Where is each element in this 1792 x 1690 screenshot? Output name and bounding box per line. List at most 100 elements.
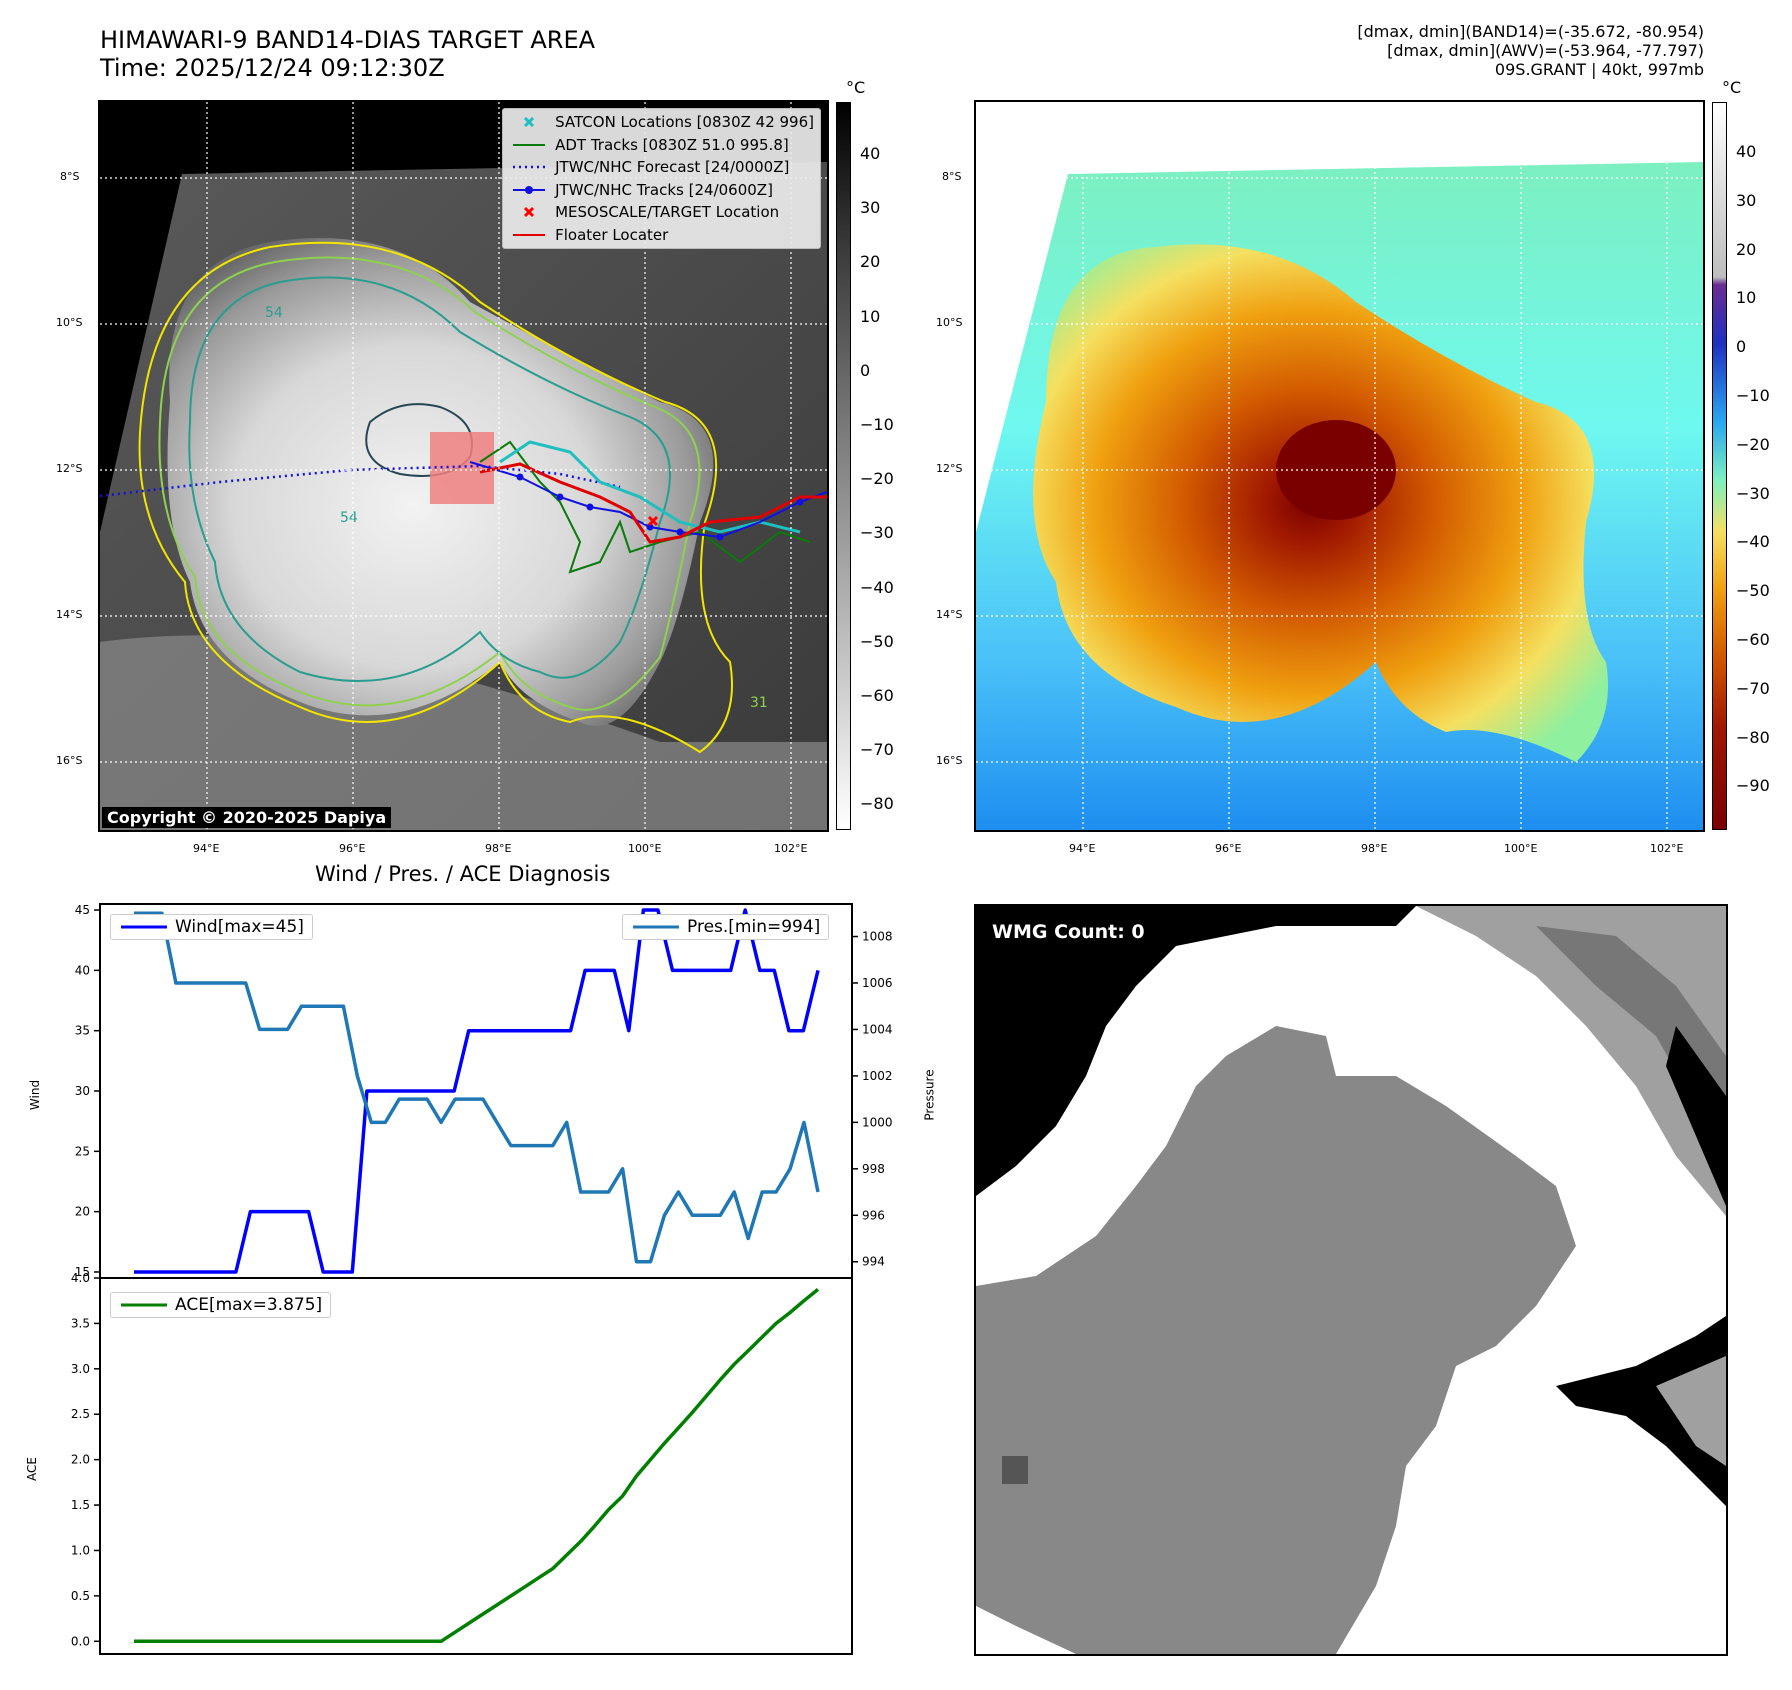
wind-y-tick-label: 30 bbox=[75, 1084, 90, 1098]
legend-label-target: MESOSCALE/TARGET Location bbox=[555, 203, 780, 221]
wind-pressure-plot: 15 20 25 30 35 40 45 994 996 998 1000 1002 1004 1006 1… bbox=[75, 903, 893, 1279]
colorbar-tick-label: 20 bbox=[860, 252, 881, 272]
wind-series-line bbox=[134, 908, 820, 1274]
left-map-legend: SATCON Locations [0830Z 42 996] ADT Trac… bbox=[502, 108, 821, 249]
floater-locater-line bbox=[479, 462, 827, 544]
legend-label-floater: Floater Locater bbox=[555, 225, 669, 244]
wind-plot-frame bbox=[99, 903, 853, 1279]
wmg-black-edge-right bbox=[1666, 1026, 1726, 1206]
satcon-path bbox=[499, 440, 801, 534]
right-lat-label: 10°S bbox=[936, 316, 963, 329]
jtwc-track-point bbox=[516, 473, 524, 481]
wmg-gray-region-right bbox=[1656, 1356, 1726, 1466]
wmg-dark-patch bbox=[1002, 1456, 1028, 1484]
dotted-blue-icon bbox=[511, 157, 547, 177]
colorbar-tick-label: −60 bbox=[860, 686, 894, 705]
wind-y-tick-label: 25 bbox=[75, 1144, 90, 1158]
legend-label-jtwc-tracks: JTWC/NHC Tracks [24/0600Z] bbox=[555, 180, 773, 199]
legend-item-satcon: SATCON Locations [0830Z 42 996] bbox=[511, 111, 814, 134]
pressure-legend-label: Pres.[min=994] bbox=[687, 917, 821, 937]
left-map-svg: 54 54 31 bbox=[100, 102, 827, 830]
pressure-y-tick-label: 994 bbox=[862, 1255, 885, 1269]
right-lon-label: 94°E bbox=[1069, 842, 1096, 855]
left-lon-label: 102°E bbox=[774, 842, 808, 855]
right-lon-label: 96°E bbox=[1215, 842, 1242, 855]
ace-y-tick-label: 1.5 bbox=[71, 1498, 90, 1512]
wind-y-tick-label: 35 bbox=[75, 1024, 90, 1038]
left-lat-label: 10°S bbox=[56, 316, 83, 329]
colorbar-tick-label: −50 bbox=[860, 631, 894, 651]
right-lat-label: 8°S bbox=[942, 170, 962, 183]
ace-plot-frame bbox=[99, 1277, 853, 1655]
wind-y-tick-label: 45 bbox=[75, 903, 90, 917]
left-ir-map: 54 54 31 bbox=[98, 100, 829, 832]
right-lat-label: 12°S bbox=[936, 462, 963, 475]
ace-y-tick-label: 1.0 bbox=[71, 1543, 90, 1557]
left-colorbar-unit: °C bbox=[846, 78, 866, 97]
left-lat-label: 8°S bbox=[60, 170, 80, 183]
colorbar-tick-label: −30 bbox=[860, 523, 894, 543]
ace-y-tick-label: 4.0 bbox=[71, 1271, 90, 1285]
jtwc-track-point bbox=[716, 533, 724, 541]
colorbar-tick-label: −80 bbox=[1736, 727, 1770, 747]
legend-label-adt: ADT Tracks [0830Z 51.0 995.8] bbox=[555, 135, 789, 154]
pressure-y-tick-label: 1006 bbox=[862, 976, 893, 990]
wmg-black-region-right bbox=[1556, 1316, 1726, 1506]
colorbar-tick-label: −70 bbox=[1736, 678, 1770, 698]
legend-item-target: MESOSCALE/TARGET Location bbox=[511, 201, 814, 224]
ace-y-tick-label: 0.5 bbox=[71, 1589, 90, 1603]
wind-legend-label: Wind[max=45] bbox=[175, 917, 304, 937]
left-lon-label: 94°E bbox=[193, 842, 220, 855]
storm-info: [dmax, dmin](BAND14)=(-35.672, -80.954) … bbox=[1357, 22, 1704, 79]
colorbar-tick-label: −40 bbox=[1736, 532, 1770, 552]
x-marker-red-icon bbox=[511, 202, 547, 222]
right-lon-label: 98°E bbox=[1361, 842, 1388, 855]
legend-item-floater: Floater Locater bbox=[511, 224, 814, 247]
colorbar-tick-label: 10 bbox=[1736, 288, 1757, 308]
wind-y-tick-label: 15 bbox=[75, 1265, 90, 1279]
legend-item-jtwc-forecast: JTWC/NHC Forecast [24/0000Z] bbox=[511, 156, 814, 179]
left-lon-label: 100°E bbox=[628, 842, 662, 855]
wmg-count-badge: WMG Count: 0 bbox=[986, 918, 1151, 946]
pressure-y-tick-label: 1004 bbox=[862, 1022, 893, 1036]
left-lat-label: 12°S bbox=[56, 462, 83, 475]
colorbar-tick-label: −70 bbox=[860, 740, 894, 760]
jtwc-track-point bbox=[586, 503, 594, 511]
colorbar-tick-label: 30 bbox=[1736, 190, 1757, 210]
left-colorbar bbox=[836, 102, 851, 830]
legend-label-jtwc-forecast: JTWC/NHC Forecast [24/0000Z] bbox=[555, 158, 790, 176]
ace-series-line bbox=[134, 1288, 820, 1644]
wind-axis-label: Wind bbox=[28, 1079, 43, 1111]
colorbar-tick-label: 10 bbox=[860, 306, 881, 326]
pressure-y-tick-label: 1008 bbox=[862, 930, 893, 944]
copyright-badge: Copyright © 2020-2025 Dapiya bbox=[102, 807, 392, 828]
jtwc-track-point bbox=[556, 493, 564, 501]
right-lat-label: 14°S bbox=[936, 608, 963, 621]
ace-legend: ACE[max=3.875] bbox=[110, 1292, 332, 1318]
diagnosis-svg: 15 20 25 30 35 40 45 994 996 998 1000 1002 1004 1006 1… bbox=[71, 903, 893, 1655]
ace-y-tick-label: 2.0 bbox=[71, 1453, 90, 1467]
line-dot-blue-icon bbox=[511, 180, 547, 200]
pressure-y-tick-label: 998 bbox=[862, 1162, 885, 1176]
floater-box bbox=[430, 432, 494, 504]
diagnosis-title: Wind / Pres. / ACE Diagnosis bbox=[315, 862, 611, 886]
colorbar-tick-label: 0 bbox=[1736, 337, 1747, 357]
line-green-icon bbox=[511, 135, 547, 155]
info-line-3: 09S.GRANT | 40kt, 997mb bbox=[1494, 60, 1704, 79]
right-lon-label: 100°E bbox=[1504, 842, 1538, 855]
colorbar-tick-label: −60 bbox=[1736, 630, 1770, 649]
wmg-svg bbox=[976, 906, 1726, 1654]
contour-label-1: 54 bbox=[265, 305, 283, 321]
right-enhanced-map bbox=[974, 100, 1705, 832]
line-red-icon bbox=[511, 225, 547, 245]
ace-y-tick-label: 3.5 bbox=[71, 1316, 90, 1330]
jtwc-track-point bbox=[796, 498, 804, 506]
colorbar-tick-label: −10 bbox=[1736, 386, 1770, 405]
left-lat-label: 16°S bbox=[56, 754, 83, 767]
contour-label-2: 54 bbox=[340, 510, 358, 526]
legend-item-adt: ADT Tracks [0830Z 51.0 995.8] bbox=[511, 134, 814, 157]
colorbar-tick-label: 20 bbox=[1736, 239, 1757, 259]
jtwc-track-point bbox=[676, 528, 684, 536]
right-lon-label: 102°E bbox=[1650, 842, 1684, 855]
legend-item-jtwc-tracks: JTWC/NHC Tracks [24/0600Z] bbox=[511, 179, 814, 202]
